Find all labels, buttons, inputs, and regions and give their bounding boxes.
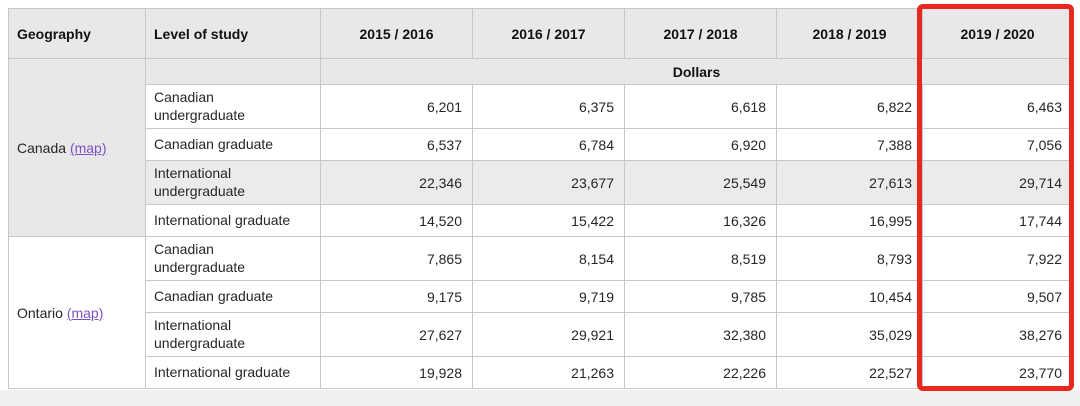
value-cell: 19,928 [320, 356, 473, 389]
col-header-level-of-study: Level of study [145, 8, 321, 59]
value-cell: 8,793 [776, 236, 923, 281]
value-cell: 8,154 [472, 236, 625, 281]
col-header-2016-2017: 2016 / 2017 [472, 8, 625, 59]
level-cell: International undergraduate [145, 160, 321, 205]
geography-label: Canada [17, 139, 67, 156]
table-row: International graduate 14,520 15,422 16,… [9, 204, 1073, 237]
value-cell: 8,519 [624, 236, 777, 281]
level-cell: Canadian graduate [145, 280, 321, 313]
value-cell: 35,029 [776, 312, 923, 357]
value-cell: 6,463 [922, 84, 1073, 129]
value-cell: 23,770 [922, 356, 1073, 389]
value-cell: 7,056 [922, 128, 1073, 161]
level-cell: Canadian undergraduate [145, 236, 321, 281]
value-cell: 6,920 [624, 128, 777, 161]
page-bottom-band [0, 390, 1080, 406]
col-header-2017-2018: 2017 / 2018 [624, 8, 777, 59]
value-cell: 29,921 [472, 312, 625, 357]
value-cell: 22,226 [624, 356, 777, 389]
geography-label: Ontario [17, 304, 63, 321]
value-cell: 15,422 [472, 204, 625, 237]
geography-cell-canada: Canada (map) [8, 58, 146, 237]
table-row: International undergraduate 27,627 29,92… [9, 312, 1073, 357]
value-cell: 6,201 [320, 84, 473, 129]
value-cell: 7,922 [922, 236, 1073, 281]
value-cell: 27,613 [776, 160, 923, 205]
table-row: International graduate 19,928 21,263 22,… [9, 356, 1073, 389]
level-cell: International graduate [145, 356, 321, 389]
tuition-table: Geography Level of study 2015 / 2016 201… [8, 8, 1073, 389]
table-row: Canadian graduate 6,537 6,784 6,920 7,38… [9, 128, 1073, 161]
level-cell: International graduate [145, 204, 321, 237]
value-cell: 9,719 [472, 280, 625, 313]
value-cell: 9,785 [624, 280, 777, 313]
value-cell: 25,549 [624, 160, 777, 205]
value-cell: 32,380 [624, 312, 777, 357]
level-cell: Canadian graduate [145, 128, 321, 161]
canada-map-link[interactable]: (map) [69, 139, 107, 156]
value-cell: 9,175 [320, 280, 473, 313]
header-row: Geography Level of study 2015 / 2016 201… [8, 8, 1073, 59]
col-header-2018-2019: 2018 / 2019 [776, 8, 923, 59]
value-cell: 27,627 [320, 312, 473, 357]
col-header-2019-2020: 2019 / 2020 [922, 8, 1073, 59]
level-cell: International undergraduate [145, 312, 321, 357]
value-cell: 7,865 [320, 236, 473, 281]
value-cell: 16,326 [624, 204, 777, 237]
geography-cell-ontario: Ontario (map) [8, 236, 146, 389]
value-cell: 38,276 [922, 312, 1073, 357]
value-cell: 6,784 [472, 128, 625, 161]
level-cell: Canadian undergraduate [145, 84, 321, 129]
table-row-highlighted: International undergraduate 22,346 23,67… [9, 160, 1073, 205]
col-header-geography: Geography [8, 8, 146, 59]
value-cell: 7,388 [776, 128, 923, 161]
col-header-2015-2016: 2015 / 2016 [320, 8, 473, 59]
ontario-map-link[interactable]: (map) [66, 304, 104, 321]
unit-row: Canada (map) Dollars [8, 58, 1073, 237]
value-cell: 17,744 [922, 204, 1073, 237]
table-row: Ontario (map) Canadian undergraduate 7,8… [8, 236, 1073, 389]
unit-label-cell: Dollars [320, 58, 1073, 85]
value-cell: 6,618 [624, 84, 777, 129]
value-cell: 29,714 [922, 160, 1073, 205]
table-row: Canadian undergraduate 6,201 6,375 6,618… [9, 84, 1073, 129]
table-row: Canadian graduate 9,175 9,719 9,785 10,4… [9, 280, 1073, 313]
value-cell: 6,537 [320, 128, 473, 161]
value-cell: 16,995 [776, 204, 923, 237]
value-cell: 6,375 [472, 84, 625, 129]
value-cell: 22,527 [776, 356, 923, 389]
value-cell: 22,346 [320, 160, 473, 205]
value-cell: 6,822 [776, 84, 923, 129]
value-cell: 10,454 [776, 280, 923, 313]
value-cell: 21,263 [472, 356, 625, 389]
value-cell: 23,677 [472, 160, 625, 205]
value-cell: 9,507 [922, 280, 1073, 313]
value-cell: 14,520 [320, 204, 473, 237]
unit-row-empty-cell [145, 58, 321, 85]
